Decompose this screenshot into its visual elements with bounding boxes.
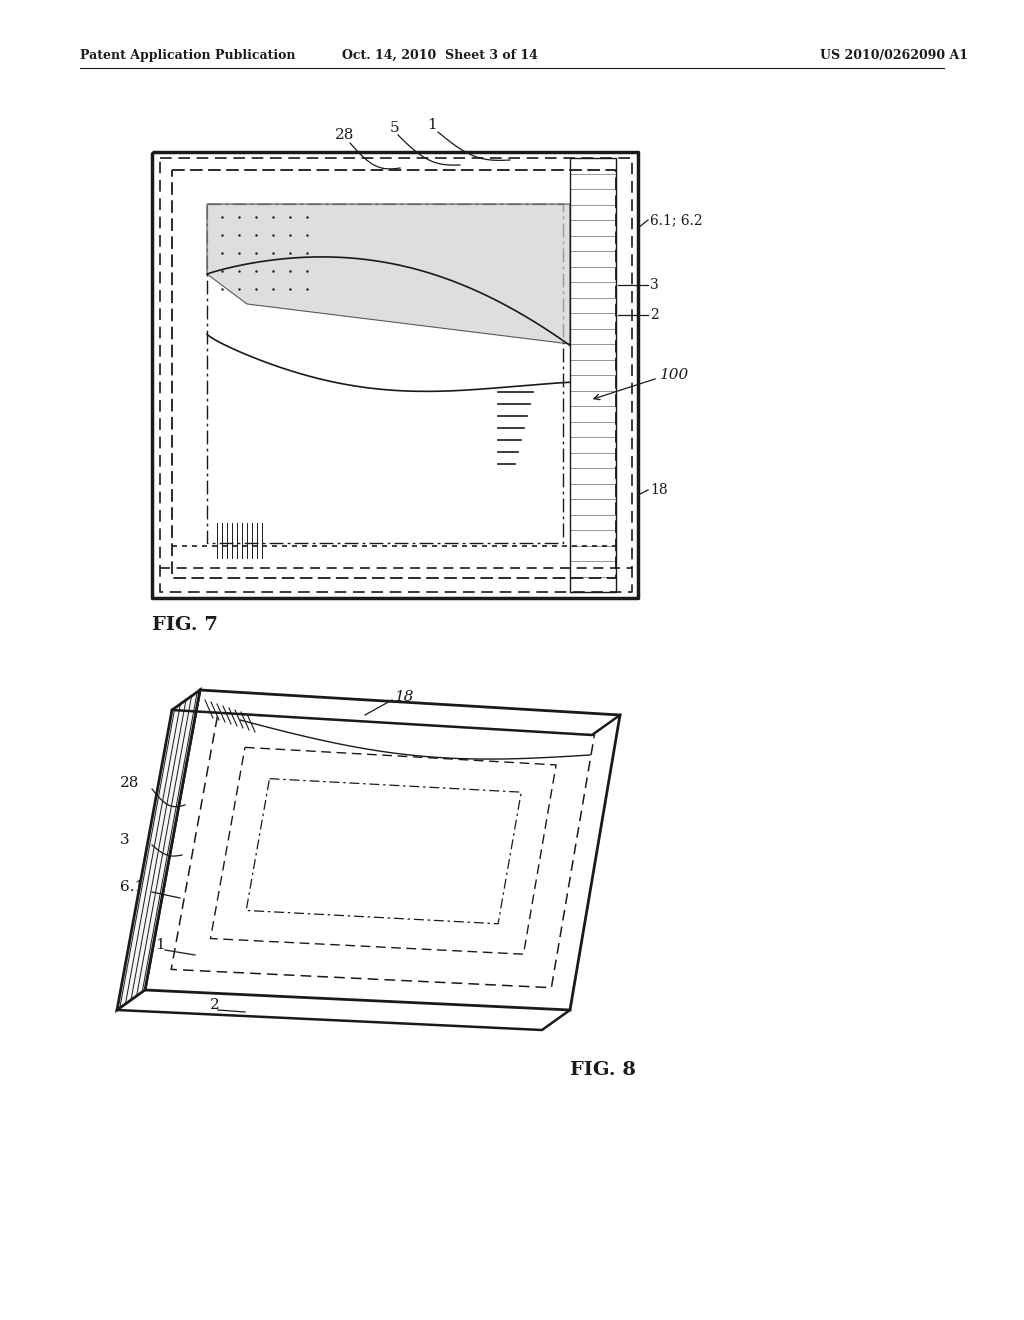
- Text: 3: 3: [120, 833, 130, 847]
- Text: 6.1; 6.2: 6.1; 6.2: [650, 213, 702, 227]
- Text: 18: 18: [650, 483, 668, 498]
- Text: FIG. 7: FIG. 7: [152, 616, 218, 634]
- Text: 100: 100: [660, 368, 689, 381]
- Text: 1: 1: [155, 939, 165, 952]
- Text: 6.1: 6.1: [120, 880, 144, 894]
- Polygon shape: [145, 690, 620, 1010]
- Text: 3: 3: [650, 279, 658, 292]
- Text: 28: 28: [120, 776, 139, 789]
- Text: 2: 2: [210, 998, 220, 1012]
- Text: FIG. 8: FIG. 8: [570, 1061, 636, 1078]
- Polygon shape: [207, 205, 570, 345]
- Text: 1: 1: [427, 117, 437, 132]
- Polygon shape: [117, 690, 200, 1010]
- Text: 28: 28: [335, 128, 354, 143]
- Text: Oct. 14, 2010  Sheet 3 of 14: Oct. 14, 2010 Sheet 3 of 14: [342, 49, 538, 62]
- Text: 2: 2: [650, 308, 658, 322]
- Text: Patent Application Publication: Patent Application Publication: [80, 49, 296, 62]
- Text: US 2010/0262090 A1: US 2010/0262090 A1: [820, 49, 968, 62]
- Text: 5: 5: [390, 121, 399, 135]
- Text: 18: 18: [395, 690, 415, 704]
